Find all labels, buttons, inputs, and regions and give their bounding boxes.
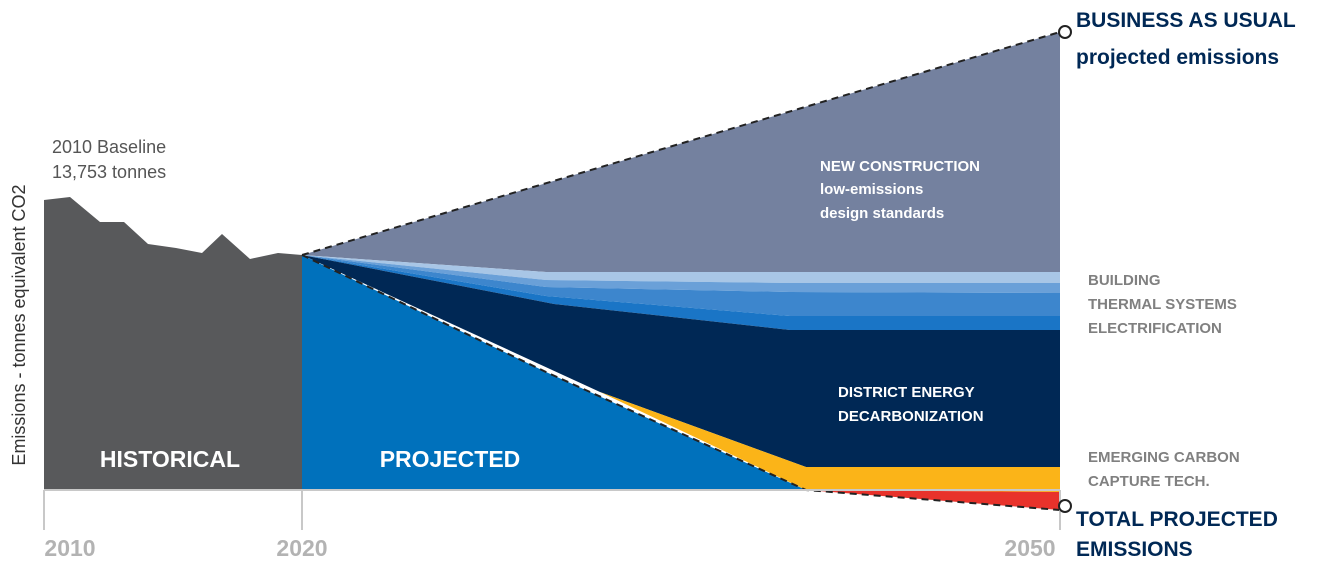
carbon-capture-label-2: CAPTURE TECH. (1088, 473, 1210, 490)
x-tick-label-2050: 2050 (1004, 535, 1055, 561)
baseline-note-line2: 13,753 tonnes (52, 162, 166, 182)
total-endpoint-marker (1058, 499, 1072, 513)
new-construction-label-2: low-emissions (820, 181, 923, 198)
new-construction-label-3: design standards (820, 205, 944, 222)
baseline-note-line1: 2010 Baseline (52, 137, 166, 157)
projected-area (302, 255, 806, 490)
district-energy-label-2: DECARBONIZATION (838, 408, 984, 425)
building-thermal-label-3: ELECTRIFICATION (1088, 320, 1222, 337)
x-tick-label-2020: 2020 (276, 535, 327, 561)
bau-label-2: projected emissions (1076, 46, 1279, 69)
carbon-capture-label-1: EMERGING CARBON (1088, 449, 1240, 466)
building-thermal-band-1 (302, 255, 1060, 283)
total-projected-label-2: EMISSIONS (1076, 538, 1193, 561)
building-thermal-band-3 (302, 255, 1060, 316)
building-thermal-band-4 (302, 255, 1060, 330)
x-tick-label-2010: 2010 (44, 535, 95, 561)
district-energy-area (302, 255, 1060, 467)
y-axis-label: Emissions - tonnes equivalent CO2 (9, 184, 29, 465)
projected-label: PROJECTED (380, 446, 521, 472)
bau-label-1: BUSINESS AS USUAL (1076, 9, 1296, 32)
carbon-capture-area (600, 392, 1060, 492)
historical-label: HISTORICAL (100, 446, 240, 472)
total-projected-dashed-line (301, 254, 1061, 511)
building-thermal-label-1: BUILDING (1088, 272, 1161, 289)
building-thermal-label-2: THERMAL SYSTEMS (1088, 296, 1237, 313)
total-projected-label-1: TOTAL PROJECTED (1076, 508, 1278, 531)
historical-area (44, 197, 302, 490)
new-construction-label-1: NEW CONSTRUCTION (820, 158, 980, 175)
bau-endpoint-marker (1058, 25, 1072, 39)
building-thermal-band-2 (302, 255, 1060, 293)
new-construction-area (302, 32, 1060, 272)
district-energy-label-1: DISTRICT ENERGY (838, 384, 975, 401)
